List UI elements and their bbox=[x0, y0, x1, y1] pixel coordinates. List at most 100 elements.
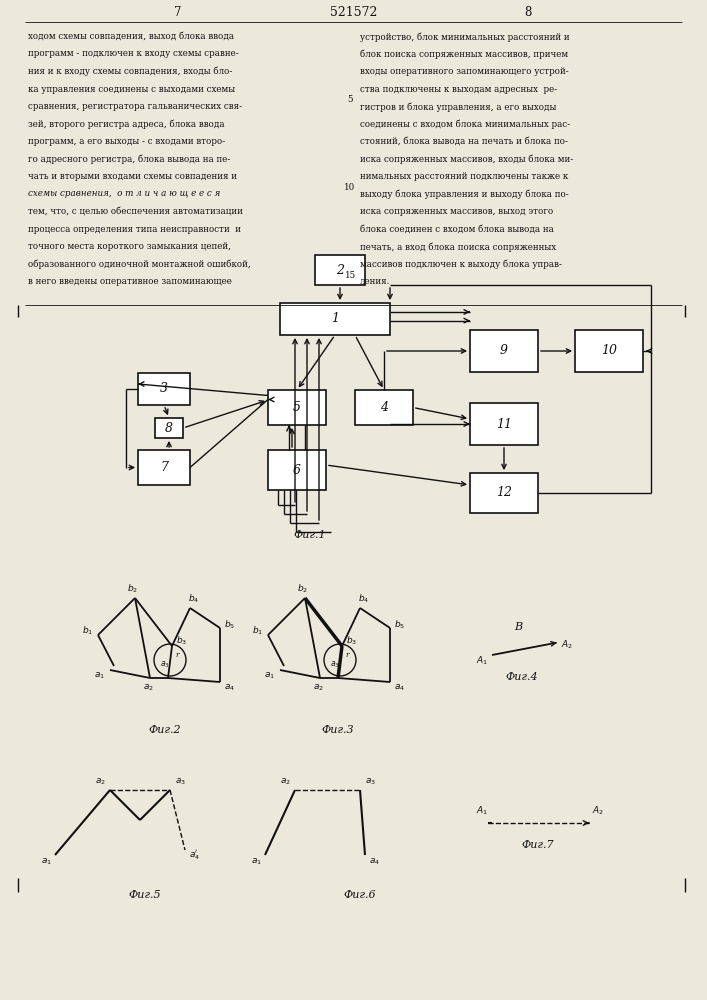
Text: 8: 8 bbox=[165, 422, 173, 434]
Text: иска сопряженных массивов, входы блока ми-: иска сопряженных массивов, входы блока м… bbox=[360, 154, 573, 164]
Text: $b_1$: $b_1$ bbox=[83, 625, 93, 637]
Text: 7: 7 bbox=[160, 461, 168, 474]
Bar bbox=[315, 255, 365, 285]
Text: 7: 7 bbox=[174, 5, 182, 18]
Bar bbox=[268, 450, 326, 490]
Text: ния и к входу схемы совпадения, входы бло-: ния и к входу схемы совпадения, входы бл… bbox=[28, 67, 233, 77]
Text: $b_4$: $b_4$ bbox=[358, 593, 370, 605]
Bar bbox=[280, 303, 390, 335]
Text: 10: 10 bbox=[344, 183, 356, 192]
Bar bbox=[575, 330, 643, 372]
Text: 12: 12 bbox=[496, 487, 512, 499]
Text: зей, второго регистра адреса, блока ввода: зей, второго регистра адреса, блока ввод… bbox=[28, 119, 225, 129]
Text: 5: 5 bbox=[347, 96, 353, 104]
Text: Фиг.1: Фиг.1 bbox=[293, 530, 327, 540]
Text: устройство, блок минимальных расстояний и: устройство, блок минимальных расстояний … bbox=[360, 32, 570, 41]
Text: $a_3$: $a_3$ bbox=[365, 777, 375, 787]
Text: Фиг.5: Фиг.5 bbox=[129, 890, 161, 900]
Text: $a_2$: $a_2$ bbox=[143, 683, 153, 693]
Text: Фиг.6: Фиг.6 bbox=[344, 890, 376, 900]
Text: тем, что, с целью обеспечения автоматизации: тем, что, с целью обеспечения автоматиза… bbox=[28, 207, 243, 216]
Text: Фиг.7: Фиг.7 bbox=[522, 840, 554, 850]
Text: $a_2$: $a_2$ bbox=[279, 777, 291, 787]
Text: чать и вторыми входами схемы совпадения и: чать и вторыми входами схемы совпадения … bbox=[28, 172, 237, 181]
Text: $b_5$: $b_5$ bbox=[395, 619, 406, 631]
Text: Фиг.3: Фиг.3 bbox=[322, 725, 354, 735]
Text: программ - подключен к входу схемы сравне-: программ - подключен к входу схемы сравн… bbox=[28, 49, 239, 58]
Text: r: r bbox=[175, 651, 179, 659]
Text: 15: 15 bbox=[344, 270, 356, 279]
Text: в него введены оперативное запоминающее: в него введены оперативное запоминающее bbox=[28, 277, 232, 286]
Text: $a_3$: $a_3$ bbox=[160, 660, 170, 670]
Text: сравнения, регистратора гальванических свя-: сравнения, регистратора гальванических с… bbox=[28, 102, 242, 111]
Text: $A_1$: $A_1$ bbox=[476, 805, 488, 817]
Text: $b_4$: $b_4$ bbox=[188, 593, 199, 605]
Text: $a_4$: $a_4$ bbox=[395, 683, 406, 693]
Text: $b_2$: $b_2$ bbox=[298, 583, 308, 595]
Text: $a_1$: $a_1$ bbox=[252, 857, 262, 867]
Text: печать, а вход блока поиска сопряженных: печать, а вход блока поиска сопряженных bbox=[360, 242, 556, 251]
Text: го адресного регистра, блока вывода на пе-: го адресного регистра, блока вывода на п… bbox=[28, 154, 230, 164]
Text: выходу блока управления и выходу блока по-: выходу блока управления и выходу блока п… bbox=[360, 190, 568, 199]
Text: точного места короткого замыкания цепей,: точного места короткого замыкания цепей, bbox=[28, 242, 231, 251]
Bar bbox=[470, 330, 538, 372]
Text: блока соединен с входом блока вывода на: блока соединен с входом блока вывода на bbox=[360, 225, 554, 233]
Text: 3: 3 bbox=[160, 382, 168, 395]
Bar bbox=[155, 418, 183, 438]
Text: ходом схемы совпадения, выход блока ввода: ходом схемы совпадения, выход блока ввод… bbox=[28, 32, 234, 41]
Text: $A_2$: $A_2$ bbox=[592, 805, 604, 817]
Text: гистров и блока управления, а его выходы: гистров и блока управления, а его выходы bbox=[360, 102, 556, 111]
Text: нимальных расстояний подключены также к: нимальных расстояний подключены также к bbox=[360, 172, 568, 181]
Text: $b_2$: $b_2$ bbox=[127, 583, 139, 595]
Text: 6: 6 bbox=[293, 464, 301, 477]
Text: 9: 9 bbox=[500, 344, 508, 358]
Text: $a_3$: $a_3$ bbox=[330, 660, 340, 670]
Text: 521572: 521572 bbox=[330, 5, 378, 18]
Bar bbox=[355, 390, 413, 425]
Text: 11: 11 bbox=[496, 418, 512, 430]
Text: $a_2$: $a_2$ bbox=[95, 777, 105, 787]
Text: Фиг.4: Фиг.4 bbox=[506, 672, 538, 682]
Text: $a_1$: $a_1$ bbox=[42, 857, 52, 867]
Text: $A_1$: $A_1$ bbox=[476, 655, 488, 667]
Text: $a_4$: $a_4$ bbox=[370, 857, 380, 867]
Text: $a_2$: $a_2$ bbox=[312, 683, 324, 693]
Text: $A_2$: $A_2$ bbox=[561, 639, 573, 651]
Text: B: B bbox=[514, 622, 522, 632]
Text: схемы сравнения,  о т л и ч а ю щ е е с я: схемы сравнения, о т л и ч а ю щ е е с я bbox=[28, 190, 221, 198]
Text: ка управления соединены с выходами схемы: ка управления соединены с выходами схемы bbox=[28, 85, 235, 94]
Text: ства подключены к выходам адресных  ре-: ства подключены к выходам адресных ре- bbox=[360, 85, 557, 94]
Text: $b_3$: $b_3$ bbox=[346, 635, 358, 647]
Text: 5: 5 bbox=[293, 401, 301, 414]
Bar bbox=[268, 390, 326, 425]
Text: 8: 8 bbox=[525, 5, 532, 18]
Text: образованного одиночной монтажной ошибкой,: образованного одиночной монтажной ошибко… bbox=[28, 259, 251, 269]
Text: соединены с входом блока минимальных рас-: соединены с входом блока минимальных рас… bbox=[360, 119, 571, 129]
Text: $a_4'$: $a_4'$ bbox=[189, 848, 201, 862]
Text: блок поиска сопряженных массивов, причем: блок поиска сопряженных массивов, причем bbox=[360, 49, 568, 59]
Bar bbox=[470, 403, 538, 445]
Text: r: r bbox=[345, 651, 349, 659]
Text: 4: 4 bbox=[380, 401, 388, 414]
Text: 10: 10 bbox=[601, 344, 617, 358]
Text: $a_3$: $a_3$ bbox=[175, 777, 185, 787]
Text: $b_3$: $b_3$ bbox=[177, 635, 187, 647]
Text: 2: 2 bbox=[336, 263, 344, 276]
Text: массивов подключен к выходу блока управ-: массивов подключен к выходу блока управ- bbox=[360, 259, 562, 269]
Text: иска сопряженных массивов, выход этого: иска сопряженных массивов, выход этого bbox=[360, 207, 554, 216]
Bar bbox=[470, 473, 538, 513]
Bar bbox=[138, 373, 190, 405]
Text: $a_1$: $a_1$ bbox=[264, 671, 276, 681]
Text: $a_1$: $a_1$ bbox=[95, 671, 105, 681]
Text: 1: 1 bbox=[331, 312, 339, 326]
Text: $b_1$: $b_1$ bbox=[252, 625, 264, 637]
Text: Фиг.2: Фиг.2 bbox=[148, 725, 181, 735]
Text: программ, а его выходы - с входами второ-: программ, а его выходы - с входами второ… bbox=[28, 137, 226, 146]
Text: процесса определения типа неисправности  и: процесса определения типа неисправности … bbox=[28, 225, 241, 233]
Text: стояний, блока вывода на печать и блока по-: стояний, блока вывода на печать и блока … bbox=[360, 137, 568, 146]
Bar bbox=[138, 450, 190, 485]
Text: входы оперативного запоминающего устрой-: входы оперативного запоминающего устрой- bbox=[360, 67, 568, 76]
Text: ления.: ления. bbox=[360, 277, 390, 286]
Text: $a_4$: $a_4$ bbox=[224, 683, 235, 693]
Text: $b_5$: $b_5$ bbox=[224, 619, 235, 631]
